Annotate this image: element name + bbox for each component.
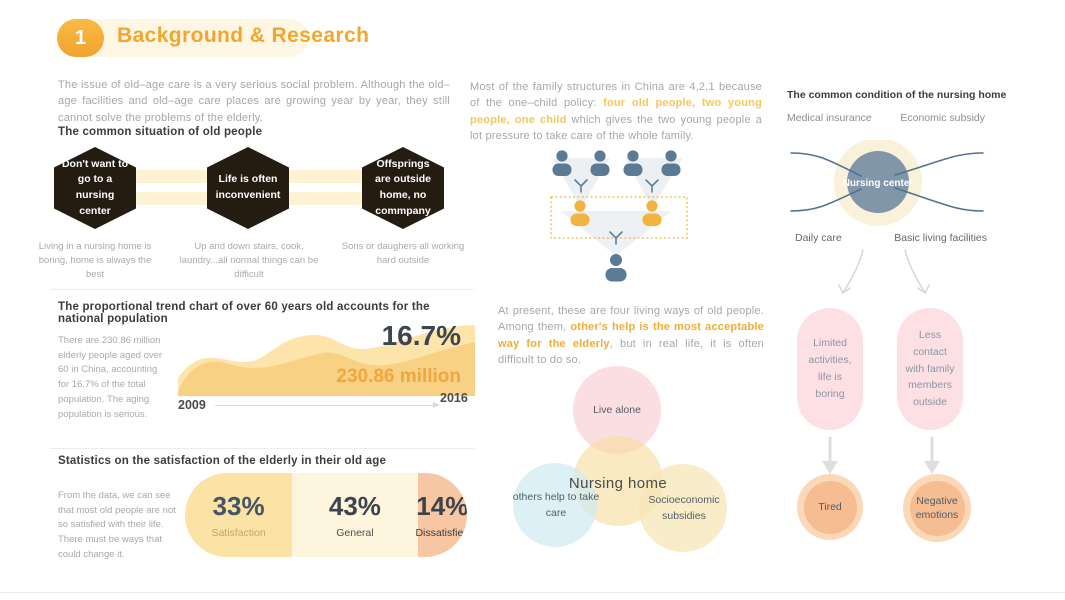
bar-segment-satisfaction: 33% Satisfaction	[185, 473, 293, 557]
highlight-text: other's help is the most acceptable way …	[498, 321, 764, 350]
result-label: Negative emotions	[909, 480, 965, 536]
hexagon-card: Life is often inconvenient	[207, 147, 289, 229]
hexagon-card: Offsprings are outside home, no commpany	[362, 147, 444, 229]
venn-label: Nursing home	[568, 475, 668, 492]
living-ways-paragraph: At present, these are four living ways o…	[498, 303, 764, 368]
trend-chart-heading: The proportional trend chart of over 60 …	[58, 301, 430, 325]
network-label: Daily care	[795, 232, 842, 244]
paragraph-text: , but in real life, it is often difficul…	[498, 337, 765, 366]
person-icon	[627, 150, 639, 162]
person-icon	[570, 213, 590, 226]
network-label: Economic subsidy	[900, 112, 985, 124]
venn-circle-subsidies	[639, 464, 727, 552]
venn-label: others help to take care	[512, 491, 600, 519]
area-series-front	[178, 342, 475, 396]
page-title: Background & Research	[117, 24, 370, 47]
segment-label: General	[336, 527, 374, 539]
person-icon	[594, 150, 606, 162]
situation-heading: The common situation of old people	[58, 126, 263, 138]
result-circle: Tired	[797, 474, 863, 540]
axis-year-start: 2009	[178, 398, 206, 412]
situation-hexagon-row: Don't want to go to a nursing center Lif…	[50, 143, 450, 233]
person-icon	[590, 163, 610, 176]
hexagon-caption: Sons or daughers all working hard outsid…	[341, 241, 465, 266]
network-svg: Nursing center	[790, 140, 984, 226]
nursing-home-heading: The common condition of the nursing home	[787, 89, 1007, 101]
paragraph-text: Most of the family structures in China a…	[470, 81, 762, 110]
connector-curve	[790, 188, 862, 212]
curved-arrows	[838, 249, 930, 295]
area-chart-svg	[178, 325, 475, 396]
person-icon	[552, 163, 572, 176]
arrow-down-icon	[924, 437, 940, 474]
curved-arrow-icon	[838, 284, 851, 295]
connector-curve	[894, 187, 984, 212]
hexagon-caption: Up and down stairs, cook, laundry...all …	[179, 241, 319, 280]
trend-area-chart: 16.7% 230.86 million	[178, 318, 475, 396]
nursing-center-network: Medical insurance Economic subsidy Nursi…	[787, 112, 987, 247]
stat-count: 230.86 million	[336, 366, 461, 387]
person-icon	[610, 254, 622, 266]
one-child-policy-box	[550, 196, 688, 239]
stat-percent: 16.7%	[381, 320, 461, 351]
result-circle: Negative emotions	[903, 474, 971, 542]
person-icon	[661, 163, 681, 176]
curved-arrow-icon	[904, 249, 925, 292]
person-icon	[556, 150, 568, 162]
result-label: Tired	[803, 480, 857, 534]
nursing-center-circle	[847, 151, 909, 213]
section-divider	[50, 289, 475, 290]
network-label: Basic living facilities	[894, 232, 987, 244]
connector-curve	[790, 152, 862, 177]
person-icon	[665, 150, 677, 162]
curved-arrow-icon	[843, 249, 864, 292]
person-icon	[646, 200, 658, 212]
connector-curve	[894, 152, 984, 176]
arrow-down-icon	[822, 437, 838, 474]
x-axis-arrow-icon	[433, 402, 440, 408]
trend-chart-description: There are 230.86 million elderly people …	[58, 335, 163, 420]
segment-value: 14%	[416, 491, 467, 521]
consequence-pill: Limited activities, life is boring	[797, 308, 863, 430]
satisfaction-description: From the data, we can see that most old …	[58, 490, 176, 560]
highlight-text: four old people, two young people, one c…	[470, 97, 762, 126]
branch-connector-icon	[645, 179, 659, 193]
person-icon	[642, 213, 662, 226]
branch-connector-icon	[609, 231, 623, 245]
paragraph-text: which gives the two young people a lot p…	[470, 113, 762, 142]
axis-year-end: 2016	[440, 391, 468, 405]
hexagon-caption: Living in a nursing home is boring, home…	[38, 241, 152, 280]
segment-label: Satisfaction	[211, 527, 266, 539]
network-label: Medical insurance	[787, 112, 872, 124]
satisfaction-bar-chart: 33% Satisfaction 43% General 14% Dissati…	[185, 473, 467, 557]
consequence-pill: Less contact with family members outside	[897, 308, 963, 430]
venn-circle-others-help	[513, 463, 597, 547]
x-axis-line	[215, 405, 433, 406]
person-icon	[623, 163, 643, 176]
segment-label: Dissatisfied	[415, 527, 467, 539]
nursing-center-label: Nursing center	[843, 178, 914, 189]
page-bottom-rule	[0, 592, 1065, 593]
paragraph-text: At present, these are four living ways o…	[498, 305, 764, 334]
branch-connector-icon	[574, 179, 588, 193]
intro-paragraph: The issue of old–age care is a very seri…	[58, 79, 450, 124]
family-structure-paragraph: Most of the family structures in China a…	[470, 79, 762, 144]
living-ways-venn-diagram: Live alone Nursing home others help to t…	[510, 363, 765, 563]
bar-segment-general: 43% General	[292, 473, 418, 557]
curved-arrow-icon	[917, 284, 930, 295]
bar-segment-dissatisfied: 14% Dissatisfied	[415, 473, 467, 557]
segment-value: 33%	[212, 491, 265, 521]
section-number-badge: 1	[57, 19, 104, 57]
venn-label: Socioeconomic subsidies	[648, 494, 720, 522]
satisfaction-heading: Statistics on the satisfaction of the el…	[58, 455, 387, 467]
person-icon	[605, 268, 627, 282]
segment-value: 43%	[328, 491, 381, 521]
hexagon-card: Don't want to go to a nursing center	[54, 147, 136, 229]
venn-label: Live alone	[593, 404, 641, 416]
section-divider	[50, 448, 475, 449]
family-structure-diagram	[550, 150, 688, 282]
person-icon	[574, 200, 586, 212]
